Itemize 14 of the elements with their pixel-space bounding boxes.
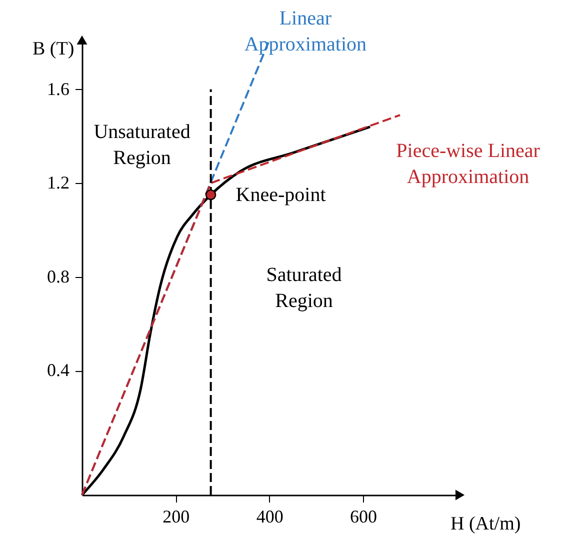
y-tick-label: 1.6 — [47, 78, 70, 99]
series-label: Piece-wise Linear Approximation — [396, 140, 540, 188]
y-axis-title: B (T) — [32, 38, 74, 60]
x-tick-label: 400 — [256, 506, 284, 526]
annotation: Knee-point — [236, 184, 326, 206]
x-tick-label: 200 — [162, 506, 190, 526]
x-axis-title: H (At/m) — [450, 514, 521, 534]
series-label: Linear Approximation — [244, 7, 367, 56]
x-tick-label: 600 — [350, 506, 378, 526]
y-tick-label: 0.8 — [47, 266, 70, 286]
y-tick-label: 0.4 — [47, 360, 70, 380]
y-tick-label: 1.2 — [47, 172, 70, 193]
annotation: Unsaturated Region — [94, 121, 190, 169]
annotation: Saturated Region — [266, 264, 342, 312]
